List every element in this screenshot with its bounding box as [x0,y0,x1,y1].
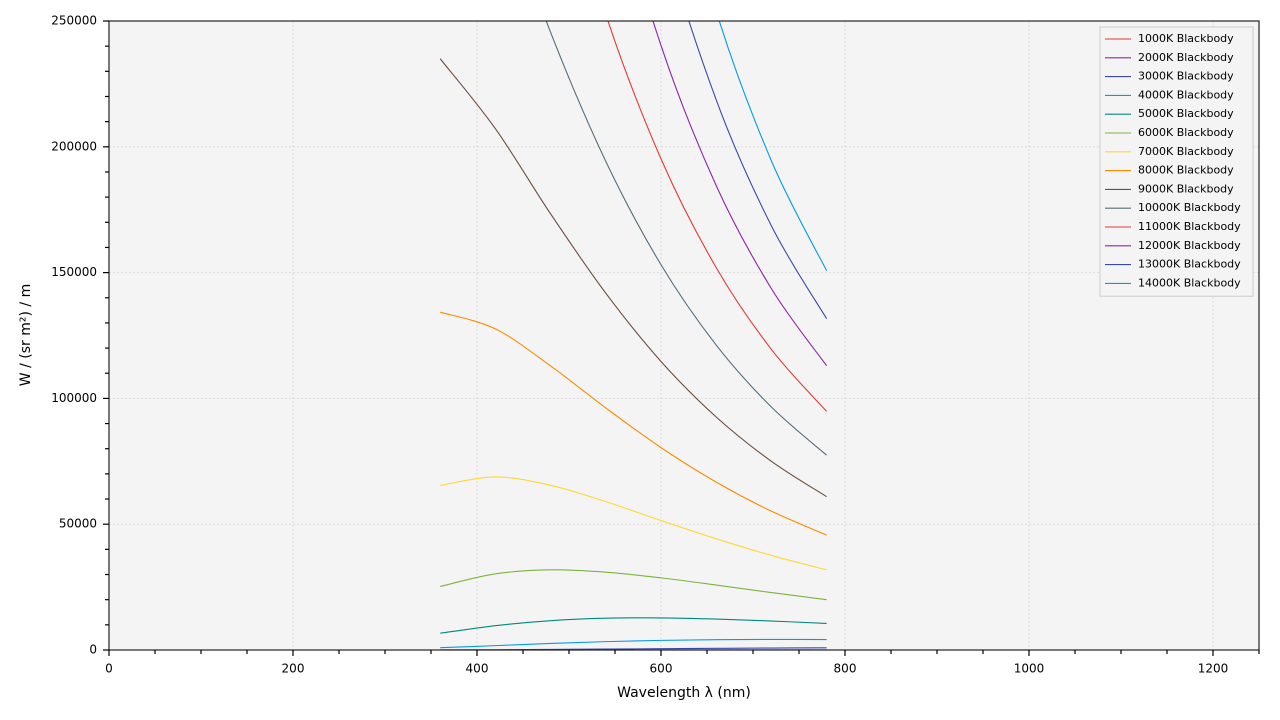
series-line [607,21,828,412]
series-line [440,569,827,601]
series-line [440,638,827,649]
x-tick-label: 400 [466,662,489,676]
series-line [440,311,827,536]
legend-box [1099,26,1254,297]
series-line [718,21,828,271]
plot-frame [108,20,1260,651]
series-line [440,476,827,571]
legend-label: 9000K Blackbody [1138,182,1234,195]
x-tick-label: 1000 [1014,662,1045,676]
legend: 1000K Blackbody 2000K Blackbody 3000K Blac… [1099,26,1254,297]
plot-area [109,21,1259,650]
legend-label: 10000K Blackbody [1138,201,1241,214]
x-tick-label: 600 [650,662,673,676]
x-tick-label: 1200 [1198,662,1229,676]
legend-label: 8000K Blackbody [1138,164,1234,177]
series-line [688,21,828,319]
x-tick-label: 200 [282,662,305,676]
legend-label: 4000K Blackbody [1138,88,1234,101]
x-tick-label: 800 [834,662,857,676]
series-line [545,21,827,456]
y-tick-label: 150000 [51,265,97,279]
legend-label: 2000K Blackbody [1138,51,1234,64]
series-line [652,21,828,367]
series-line [439,58,827,498]
y-tick-label: 200000 [51,139,97,153]
y-tick-label: 50000 [59,517,97,531]
y-axis-label: W / (sr m²) / m [18,284,34,386]
y-tick-label: 100000 [51,391,97,405]
legend-label: 12000K Blackbody [1138,239,1241,252]
x-axis-label: Wavelength λ (nm) [617,685,751,701]
y-tick-label: 0 [89,643,97,657]
y-tick-label: 250000 [51,14,97,28]
series-line [440,617,827,634]
legend-label: 7000K Blackbody [1138,145,1234,158]
legend-label: 11000K Blackbody [1138,220,1241,233]
legend-label: 13000K Blackbody [1138,258,1241,271]
legend-label: 14000K Blackbody [1138,276,1241,289]
legend-label: 5000K Blackbody [1138,107,1234,120]
legend-label: 1000K Blackbody [1138,32,1234,45]
legend-label: 3000K Blackbody [1138,70,1234,83]
legend-label: 6000K Blackbody [1138,126,1234,139]
x-tick-label: 0 [105,662,113,676]
